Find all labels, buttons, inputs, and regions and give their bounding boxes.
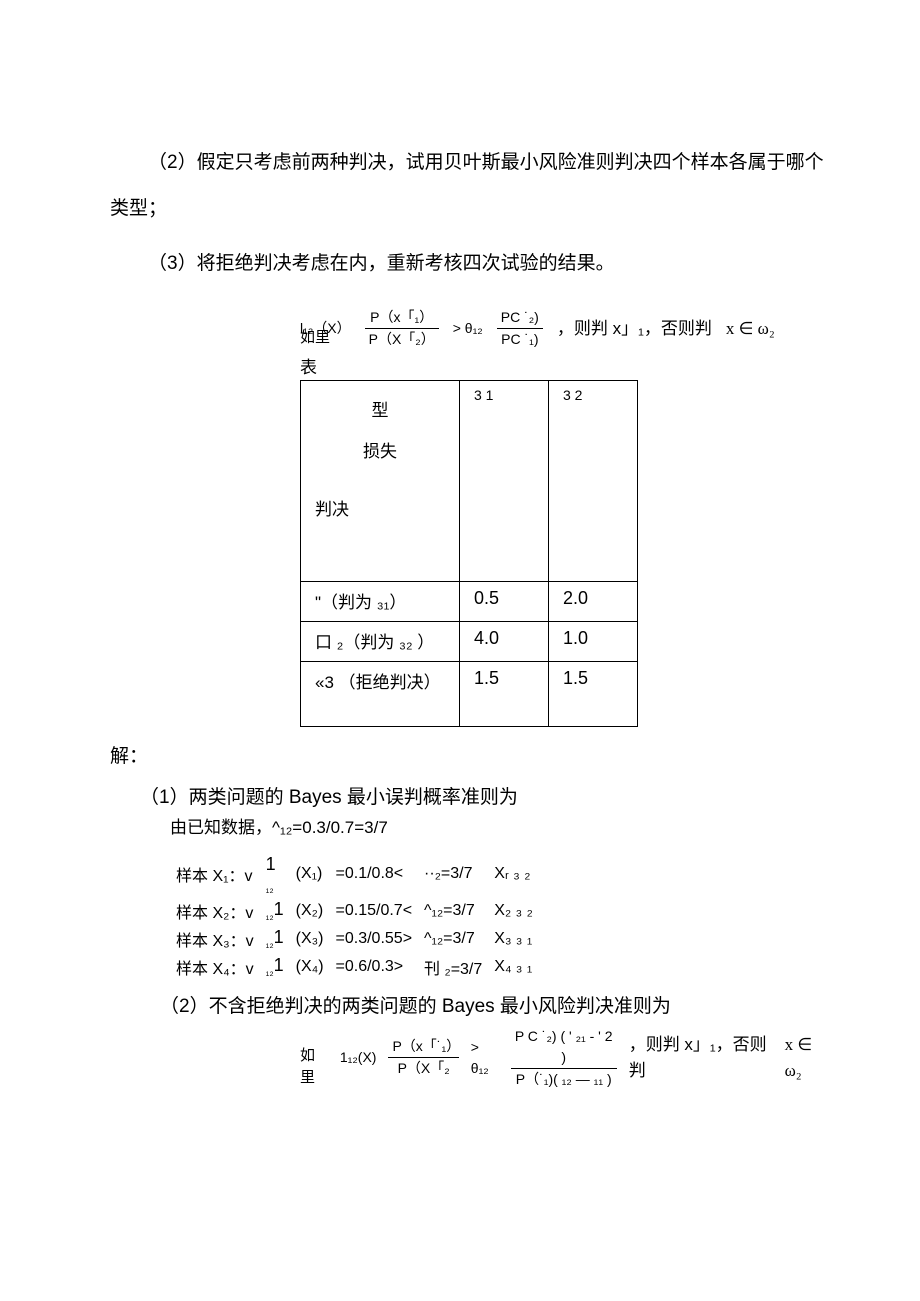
sample-result: X₃ ₃ ₁ bbox=[488, 925, 539, 953]
formula-suffix-2: x ∈ ω₂ bbox=[785, 1032, 830, 1083]
table-row: 口 ₂（判为 ₃₂ ） 4.0 1.0 bbox=[301, 621, 638, 661]
sample-row: 样本 X₄：v ₁₂1 (X₄) =0.6/0.3> 刊 ₂=3/7 X₄ ₃ … bbox=[170, 953, 539, 981]
formula-op: > θ₁₂ bbox=[471, 1037, 499, 1079]
sample-arg: (X₂) bbox=[290, 897, 330, 925]
sample-row: 样本 X₂：v ₁₂1 (X₂) =0.15/0.7< ^₁₂=3/7 X₂ ₃… bbox=[170, 897, 539, 925]
head-line-3: 判决 bbox=[315, 490, 445, 531]
cell-value: 4.0 bbox=[460, 621, 549, 661]
sample-result: X₂ ₃ ₂ bbox=[488, 897, 539, 925]
section-1-title: （1）两类问题的 Bayes 最小误判概率准则为 bbox=[140, 782, 830, 809]
fraction-den: PC ˙₁) bbox=[497, 329, 543, 350]
samples-block: 样本 X₁：v 1₁₂ (X₁) =0.1/0.8< ··₂=3/7 Xᵣ ₃ … bbox=[170, 852, 830, 981]
sample-one: ₁₂1 bbox=[260, 925, 290, 953]
row-label: "（判为 ₃₁） bbox=[301, 581, 460, 621]
formula-lhs: 1₁₂(X) bbox=[340, 1047, 377, 1068]
section-1-line2: 由已知数据，^₁₂=0.3/0.7=3/7 bbox=[170, 813, 830, 838]
sample-label: 样本 X₁：v bbox=[170, 852, 260, 897]
table-row: «3 （拒绝判决） 1.5 1.5 bbox=[301, 661, 638, 726]
formula-fraction-1: P（x「₁） P（X「₂） bbox=[365, 307, 439, 350]
formula-suffix-1: ，则判 x」₁，否则判 bbox=[557, 316, 712, 342]
section-2-title: （2）不含拒绝判决的两类问题的 Bayes 最小风险判决准则为 bbox=[160, 991, 830, 1018]
fraction-num: PC ˙₂) bbox=[497, 307, 543, 329]
formula-fraction-2: PC ˙₂) PC ˙₁) bbox=[497, 307, 543, 350]
formula-fraction-4: P C ˙₂) ( ' ₂₁ - ' 2 ) P（˙₁)( ₁₂ — ₁₁ ) bbox=[511, 1026, 617, 1090]
solution-label: 解： bbox=[110, 741, 830, 768]
sample-expr: =0.6/0.3> bbox=[330, 953, 419, 981]
table-row: "（判为 ₃₁） 0.5 2.0 bbox=[301, 581, 638, 621]
formula-op: > θ₁₂ bbox=[453, 318, 483, 339]
sample-label: 样本 X₂：v bbox=[170, 897, 260, 925]
fraction-num: P（x「˙₁） bbox=[388, 1036, 458, 1058]
table-header-row: 型 损失 判决 3 1 3 2 bbox=[301, 380, 638, 581]
sample-result: Xᵣ ₃ ₂ bbox=[488, 852, 539, 897]
sample-label: 样本 X₃：v bbox=[170, 925, 260, 953]
fraction-den: P（˙₁)( ₁₂ — ₁₁ ) bbox=[511, 1069, 617, 1090]
fraction-num: P（x「₁） bbox=[365, 307, 439, 329]
formula-2: 如里 1₁₂(X) P（x「˙₁） P（X「₂ > θ₁₂ P C ˙₂) ( … bbox=[300, 1026, 830, 1090]
fraction-den: P（X「₂ bbox=[388, 1058, 458, 1079]
cell-value: 0.5 bbox=[460, 581, 549, 621]
sample-arg: (X₁) bbox=[290, 852, 330, 897]
col-header-1: 3 1 bbox=[460, 380, 549, 581]
sample-result: X₄ ₃ ₁ bbox=[488, 953, 539, 981]
fraction-den: P（X「₂） bbox=[365, 329, 439, 350]
sample-theta: ··₂=3/7 bbox=[418, 852, 488, 897]
sample-arg: (X₃) bbox=[290, 925, 330, 953]
sample-expr: =0.15/0.7< bbox=[330, 897, 419, 925]
document-page: （2）假定只考虑前两种判决，试用贝叶斯最小风险准则判决四个样本各属于哪个类型； … bbox=[0, 0, 920, 1150]
row-label: «3 （拒绝判决） bbox=[301, 661, 460, 726]
sample-expr: =0.3/0.55> bbox=[330, 925, 419, 953]
cell-value: 1.5 bbox=[460, 661, 549, 726]
cell-value: 2.0 bbox=[549, 581, 638, 621]
sample-label: 样本 X₄：v bbox=[170, 953, 260, 981]
sample-row: 样本 X₃：v ₁₂1 (X₃) =0.3/0.55> ^₁₂=3/7 X₃ ₃… bbox=[170, 925, 539, 953]
loss-table: 型 损失 判决 3 1 3 2 "（判为 ₃₁） 0.5 2.0 口 ₂（判为 … bbox=[300, 380, 638, 727]
table-label: 表 bbox=[300, 353, 830, 378]
formula-fraction-3: P（x「˙₁） P（X「₂ bbox=[388, 1036, 458, 1079]
samples-table: 样本 X₁：v 1₁₂ (X₁) =0.1/0.8< ··₂=3/7 Xᵣ ₃ … bbox=[170, 852, 539, 981]
sample-one: ₁₂1 bbox=[260, 897, 290, 925]
sample-one: ₁₂1 bbox=[260, 953, 290, 981]
sample-expr: =0.1/0.8< bbox=[330, 852, 419, 897]
paragraph-3: （3）将拒绝判决考虑在内，重新考核四次试验的结果。 bbox=[110, 241, 830, 287]
cell-value: 1.5 bbox=[549, 661, 638, 726]
sample-arg: (X₄) bbox=[290, 953, 330, 981]
col-header-2: 3 2 bbox=[549, 380, 638, 581]
sample-theta: ^₁₂=3/7 bbox=[418, 925, 488, 953]
sample-theta: 刊 ₂=3/7 bbox=[418, 953, 488, 981]
row-label: 口 ₂（判为 ₃₂ ） bbox=[301, 621, 460, 661]
formula-suffix-2: x ∈ ω₂ bbox=[726, 316, 775, 342]
sample-one: 1₁₂ bbox=[260, 852, 290, 897]
head-line-1: 型 bbox=[315, 391, 445, 432]
head-line-2: 损失 bbox=[315, 432, 445, 473]
table-head-cell: 型 损失 判决 bbox=[301, 380, 460, 581]
formula-prefix-2: 如里 bbox=[300, 1045, 328, 1090]
sample-theta: ^₁₂=3/7 bbox=[418, 897, 488, 925]
paragraph-2: （2）假定只考虑前两种判决，试用贝叶斯最小风险准则判决四个样本各属于哪个类型； bbox=[110, 140, 830, 231]
fraction-num: P C ˙₂) ( ' ₂₁ - ' 2 ) bbox=[511, 1026, 617, 1069]
loss-table-wrap: 表 型 损失 判决 3 1 3 2 "（判为 ₃₁） 0.5 2.0 口 ₂（判… bbox=[300, 353, 830, 727]
formula-suffix-1: ，则判 x」₁，否则判 bbox=[629, 1032, 773, 1083]
cell-value: 1.0 bbox=[549, 621, 638, 661]
sample-row: 样本 X₁：v 1₁₂ (X₁) =0.1/0.8< ··₂=3/7 Xᵣ ₃ … bbox=[170, 852, 539, 897]
